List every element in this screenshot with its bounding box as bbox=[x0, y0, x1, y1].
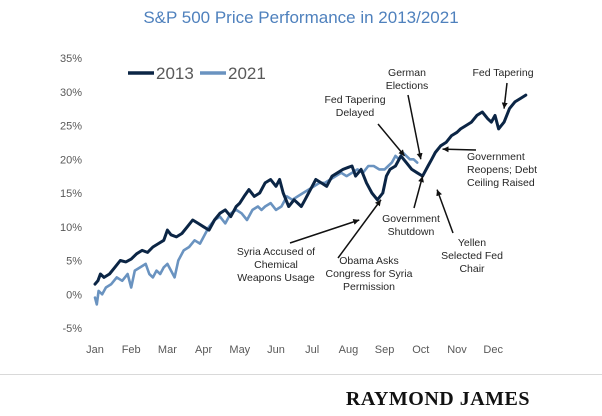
annotation-text: Shutdown bbox=[388, 226, 435, 238]
y-tick-label: 5% bbox=[66, 256, 82, 268]
y-tick-label: -5% bbox=[62, 323, 82, 335]
annotation-text: Fed Tapering bbox=[324, 94, 385, 106]
y-tick-label: 20% bbox=[60, 154, 82, 166]
series-line-2021 bbox=[93, 151, 419, 306]
annotation-arrow bbox=[289, 219, 360, 244]
annotation-arrow bbox=[442, 146, 477, 153]
annotation: Fed Tapering bbox=[472, 67, 534, 109]
x-tick-label: Apr bbox=[195, 344, 212, 356]
y-tick-label: 0% bbox=[66, 289, 82, 301]
x-tick-label: Nov bbox=[447, 344, 467, 356]
x-tick-label: May bbox=[229, 344, 250, 356]
annotation-arrow bbox=[413, 175, 424, 209]
annotation-text: Chair bbox=[459, 263, 485, 275]
y-tick-label: 35% bbox=[60, 53, 82, 65]
annotation-text: Fed Tapering bbox=[472, 67, 533, 79]
annotation-arrow bbox=[337, 199, 382, 259]
y-tick-label: 25% bbox=[60, 121, 82, 133]
annotation-text: Yellen bbox=[458, 237, 486, 249]
y-tick-label: 15% bbox=[60, 188, 82, 200]
annotation-text: German bbox=[388, 67, 426, 79]
series-lines bbox=[93, 93, 528, 306]
axes: -5% 0% 5% 10% 15% 20% 25% 30% 35% Jan Feb Mar Apr May… bbox=[60, 53, 504, 356]
x-tick-label: Jul bbox=[305, 344, 319, 356]
annotation-text: Selected Fed bbox=[441, 250, 503, 262]
annotation-text: Syria Accused of bbox=[237, 246, 315, 258]
series-line-2013 bbox=[93, 93, 528, 286]
annotation-text: Chemical bbox=[254, 259, 298, 271]
annotation-text: Permission bbox=[343, 281, 395, 293]
annotation-text: Delayed bbox=[336, 107, 375, 119]
annotation-arrow bbox=[436, 189, 454, 234]
annotation-arrow bbox=[407, 94, 423, 160]
x-tick-label: Jun bbox=[267, 344, 285, 356]
x-tick-label: Oct bbox=[412, 344, 429, 356]
x-tick-label: Sep bbox=[375, 344, 395, 356]
legend-label-2013: 2013 bbox=[156, 64, 194, 83]
annotation-text: Weapons Usage bbox=[237, 272, 315, 284]
legend-label-2021: 2021 bbox=[228, 64, 266, 83]
annotation-text: Elections bbox=[386, 80, 429, 92]
annotation-text: Congress for Syria bbox=[326, 268, 413, 280]
footer-divider bbox=[0, 374, 602, 375]
x-tick-label: Feb bbox=[122, 344, 141, 356]
legend: 2013 2021 bbox=[128, 64, 266, 83]
y-tick-label: 10% bbox=[60, 222, 82, 234]
annotation-text: Reopens; Debt bbox=[467, 164, 537, 176]
x-tick-label: Dec bbox=[483, 344, 503, 356]
annotation-arrow bbox=[501, 82, 508, 109]
annotation-arrow bbox=[377, 123, 406, 157]
x-tick-label: Aug bbox=[339, 344, 359, 356]
annotation-text: Obama Asks bbox=[339, 255, 399, 267]
annotation-text: Government bbox=[467, 151, 525, 163]
annotation-text: Ceiling Raised bbox=[467, 177, 535, 189]
brand-logo: RAYMOND JAMES bbox=[345, 388, 530, 410]
chart-title: S&P 500 Price Performance in 2013/2021 bbox=[143, 8, 459, 27]
x-tick-label: Mar bbox=[158, 344, 177, 356]
y-tick-label: 30% bbox=[60, 87, 82, 99]
x-tick-label: Jan bbox=[86, 344, 104, 356]
annotation-text: Government bbox=[382, 213, 440, 225]
